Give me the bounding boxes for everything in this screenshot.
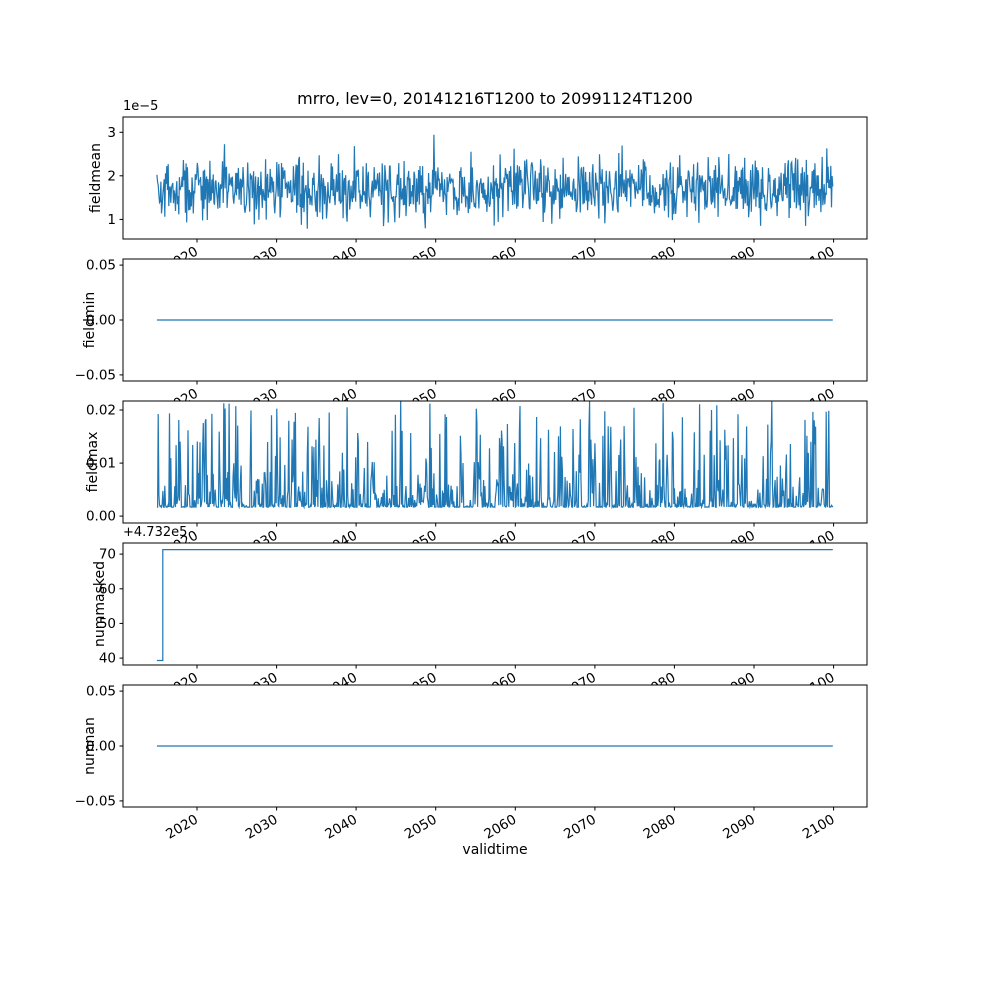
y-tick-label: 0.00 [86, 509, 116, 525]
y-tick-label: 60 [99, 581, 116, 597]
y-tick-label: 50 [99, 616, 116, 632]
chart-title: mrro, lev=0, 20141216T1200 to 20991124T1… [297, 89, 693, 108]
y-tick-label: 1 [107, 212, 116, 228]
axes-frame [122, 116, 868, 240]
x-tick-label: 2080 [641, 812, 679, 843]
x-tick-label: 2050 [402, 812, 440, 843]
x-tick-label: 2070 [561, 812, 599, 843]
axes-frame [122, 400, 868, 524]
x-axis-label: validtime [462, 842, 528, 858]
y-tick-label: 0.05 [86, 684, 116, 700]
x-tick-label: 2030 [243, 812, 281, 843]
y-tick-label: 40 [99, 651, 116, 667]
y-axis-label-fieldmin: fieldmin [82, 291, 98, 349]
y-tick-label: −0.05 [75, 367, 116, 383]
y-tick-label: 70 [99, 547, 116, 563]
nummasked-offset-text: +4.732e5 [123, 525, 188, 540]
x-tick-label: 2060 [482, 812, 520, 843]
x-tick-label: 2040 [322, 812, 360, 843]
x-tick-label: 2090 [720, 812, 758, 843]
subplot-fieldmin: 0.050.00−0.05202020302040205020602070208… [75, 258, 868, 417]
fieldmean-offset-text: 1e−5 [123, 99, 159, 114]
y-axis-label-fieldmean: fieldmean [88, 143, 104, 213]
y-tick-label: 2 [107, 168, 116, 184]
series-line-nummasked [156, 549, 833, 662]
y-tick-label: −0.05 [75, 793, 116, 809]
subplot-fieldmax: 0.000.010.022020203020402050206020702080… [86, 400, 868, 559]
y-axis-label-fieldmax: fieldmax [85, 431, 101, 493]
y-tick-label: 0.00 [86, 313, 116, 329]
y-axis-label-numnan: numnan [82, 717, 98, 775]
x-tick-label: 2020 [163, 812, 201, 843]
y-tick-label: 0.05 [86, 258, 116, 274]
x-tick-label: 2100 [800, 812, 838, 843]
y-tick-label: 0.00 [86, 739, 116, 755]
subplot-fieldmean: 123202020302040205020602070208020902100 [107, 116, 868, 275]
series-line-fieldmax [156, 401, 834, 510]
series-line-fieldmean [156, 134, 834, 229]
y-tick-label: 3 [107, 125, 116, 141]
subplot-numnan: 0.05 0.00 −0.05 2020 2030 2040 2050 2060 2070 208… [75, 684, 868, 843]
y-tick-label: 0.02 [86, 403, 116, 419]
axes-frame [122, 542, 868, 666]
axes-background [123, 543, 867, 665]
y-tick-label: 0.01 [86, 456, 116, 472]
y-axis-label-nummasked: nummasked [92, 560, 108, 648]
subplot-nummasked: 4050607020202030204020502060207020802090… [99, 542, 868, 701]
